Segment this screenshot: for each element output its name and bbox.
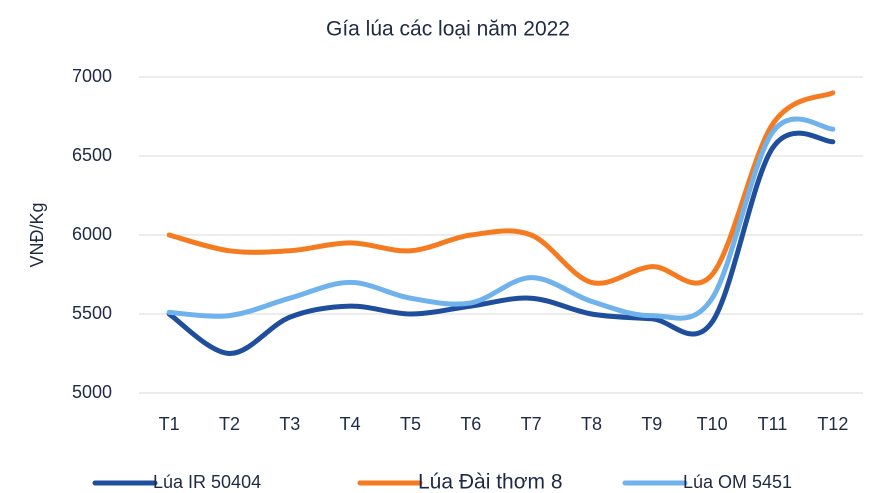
y-axis-label: VNĐ/Kg [27,202,47,267]
x-tick-label: T9 [641,414,662,434]
legend-label: Lúa Đài thơm 8 [418,471,563,493]
x-tick-label: T5 [400,414,421,434]
x-tick-label: T3 [279,414,300,434]
x-tick-label: T11 [758,414,788,434]
legend-label: Lúa OM 5451 [683,472,792,492]
x-tick-label: T12 [817,414,848,434]
x-tick-label: T7 [521,414,542,434]
y-tick-label: 6500 [72,145,112,165]
y-tick-label: 5000 [72,382,112,402]
x-tick-label: T2 [219,414,240,434]
x-tick-label: T4 [340,414,361,434]
x-tick-label: T1 [159,414,180,434]
series-line [166,116,836,321]
chart-title: Gía lúa các loại năm 2022 [326,18,570,41]
x-tick-label: T10 [697,414,728,434]
y-tick-label: 7000 [72,66,112,86]
y-tick-label: 6000 [72,224,112,244]
legend-label: Lúa IR 50404 [153,472,261,492]
series-line [166,90,836,286]
series-line [166,130,836,357]
x-tick-label: T6 [460,414,481,434]
y-tick-label: 5500 [72,303,112,323]
x-tick-label: T8 [581,414,602,434]
